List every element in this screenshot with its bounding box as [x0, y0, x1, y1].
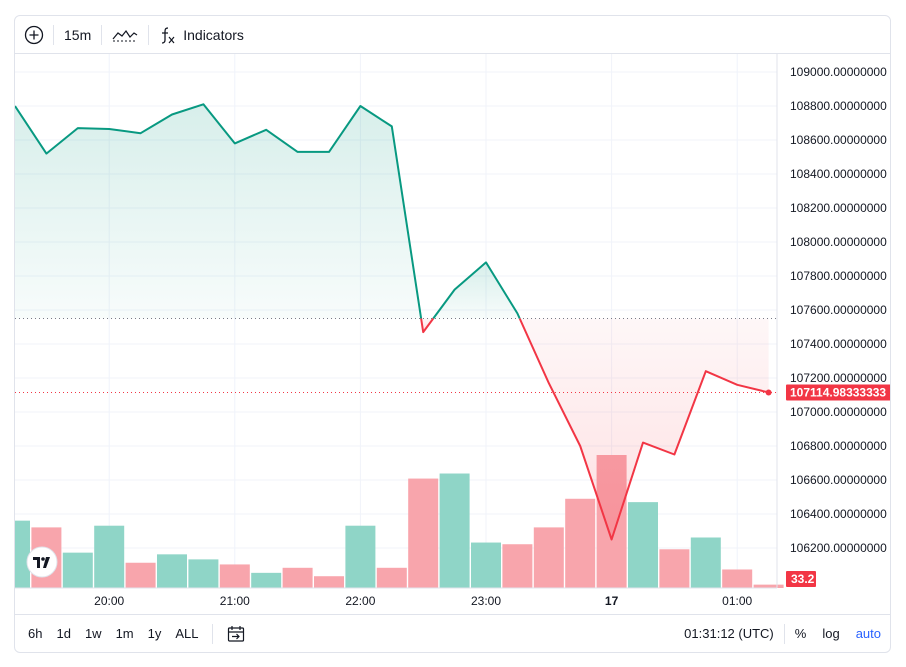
volume-bar: [157, 554, 187, 588]
price-tick-label: 108400.00000000: [790, 167, 887, 181]
range-all[interactable]: ALL: [175, 626, 199, 641]
interval-label: 15m: [64, 26, 92, 43]
price-tick-label: 106800.00000000: [790, 439, 887, 453]
scale-options: 01:31:12 (UTC) % log auto: [674, 615, 890, 653]
volume-bar: [62, 552, 93, 588]
range-1d[interactable]: 1d: [56, 626, 71, 641]
time-tick-label: 22:00: [345, 594, 375, 608]
price-tick-label: 106600.00000000: [790, 473, 887, 487]
volume-bar: [125, 562, 156, 588]
volume-bar: [565, 498, 596, 588]
price-tick-label: 108800.00000000: [790, 99, 887, 113]
time-tick-label: 01:00: [722, 594, 752, 608]
indicators-label: Indicators: [183, 26, 244, 43]
price-tick-label: 107400.00000000: [790, 337, 887, 351]
toolbar-divider: [211, 623, 213, 644]
volume-label: 33.2: [791, 572, 815, 586]
price-tick-label: 107200.00000000: [790, 371, 887, 385]
baseline-series: [15, 103, 777, 541]
range-1m[interactable]: 1m: [115, 626, 134, 641]
volume-bar: [314, 576, 344, 588]
line-above-baseline: [432, 261, 521, 320]
volume-bar: [753, 584, 784, 588]
volume-bar: [188, 559, 219, 588]
volume-bar: [219, 564, 250, 588]
chart-widget: 15m Indicators 109000.00000000 108800.000…: [14, 15, 891, 653]
auto-scale-toggle[interactable]: auto: [855, 626, 881, 641]
indicators-button[interactable]: Indicators: [149, 16, 254, 54]
toolbar-divider: [148, 24, 150, 45]
price-scale[interactable]: 109000.00000000 108800.00000000 108600.000…: [776, 54, 891, 588]
volume-label-bg: [786, 571, 816, 587]
last-price-label-bg: [786, 384, 890, 401]
volume-bar: [408, 478, 439, 588]
volume-bar: [659, 549, 690, 588]
calendar-goto-icon: [227, 625, 244, 642]
volume-bar: [94, 525, 125, 588]
volume-bar: [690, 537, 721, 588]
volume-bar: [533, 527, 564, 588]
price-tick-label: 108000.00000000: [790, 235, 887, 249]
log-scale-toggle[interactable]: log: [822, 626, 840, 641]
line-above-baseline: [15, 103, 423, 319]
price-tick-label: 107800.00000000: [790, 269, 887, 283]
volume-bar: [282, 567, 313, 588]
plus-circle-icon: [24, 25, 44, 44]
price-tick-label: 107000.00000000: [790, 405, 887, 419]
time-scale[interactable]: 20:00 21:00 22:00 23:00 17 01:00: [15, 587, 777, 608]
price-tick-label: 106200.00000000: [790, 541, 887, 555]
volume-bar: [502, 544, 533, 588]
time-tick-label: 21:00: [220, 594, 250, 608]
line-below-baseline: [518, 318, 769, 541]
time-tick-label: 20:00: [94, 594, 124, 608]
range-1w[interactable]: 1w: [84, 626, 102, 641]
area-above-baseline: [433, 262, 520, 319]
volume-bar: [439, 473, 470, 588]
go-to-date-button[interactable]: [219, 615, 253, 653]
chart-type-button[interactable]: [102, 16, 148, 54]
time-tick-label: 17: [605, 594, 619, 608]
line-below-baseline: [420, 317, 435, 334]
last-price-label: 107114.98333333: [790, 385, 886, 399]
tradingview-logo-icon[interactable]: [26, 546, 58, 578]
toolbar-divider: [101, 24, 103, 45]
bottom-toolbar: 6h 1d 1w 1m 1y ALL 01:31:12 (UTC) % log …: [15, 614, 890, 652]
area-above-baseline: [15, 104, 422, 319]
fx-icon: [162, 26, 175, 44]
clock-readout[interactable]: 01:31:12 (UTC): [684, 626, 774, 641]
price-tick-label: 109000.00000000: [790, 65, 887, 79]
range-6h[interactable]: 6h: [28, 626, 43, 641]
volume-bar: [15, 520, 30, 588]
volume-bar: [722, 569, 753, 588]
price-tick-label: 108200.00000000: [790, 201, 887, 215]
line-chart-icon: [112, 29, 138, 41]
chart-pane[interactable]: 109000.00000000 108800.00000000 108600.000…: [15, 54, 891, 614]
last-price-dot: [765, 389, 772, 396]
volume-bar: [471, 542, 501, 588]
interval-button[interactable]: 15m: [54, 16, 101, 54]
top-toolbar: 15m Indicators: [15, 16, 890, 54]
price-tick-label: 108600.00000000: [790, 133, 887, 147]
volume-bar: [345, 525, 376, 588]
range-1y[interactable]: 1y: [147, 626, 162, 641]
volume-histogram: [15, 455, 784, 588]
volume-bar: [376, 567, 407, 588]
toolbar-divider: [783, 623, 785, 644]
toolbar-divider: [53, 24, 54, 45]
add-symbol-button[interactable]: [15, 16, 53, 54]
volume-bar: [628, 502, 658, 588]
price-tick-label: 107600.00000000: [790, 303, 887, 317]
baseline-fill: [15, 104, 769, 540]
price-tick-label: 106400.00000000: [790, 507, 887, 521]
volume-bar: [251, 572, 282, 588]
area-below-baseline: [519, 318, 769, 540]
time-tick-label: 23:00: [471, 594, 501, 608]
percent-scale-toggle[interactable]: %: [794, 626, 807, 641]
